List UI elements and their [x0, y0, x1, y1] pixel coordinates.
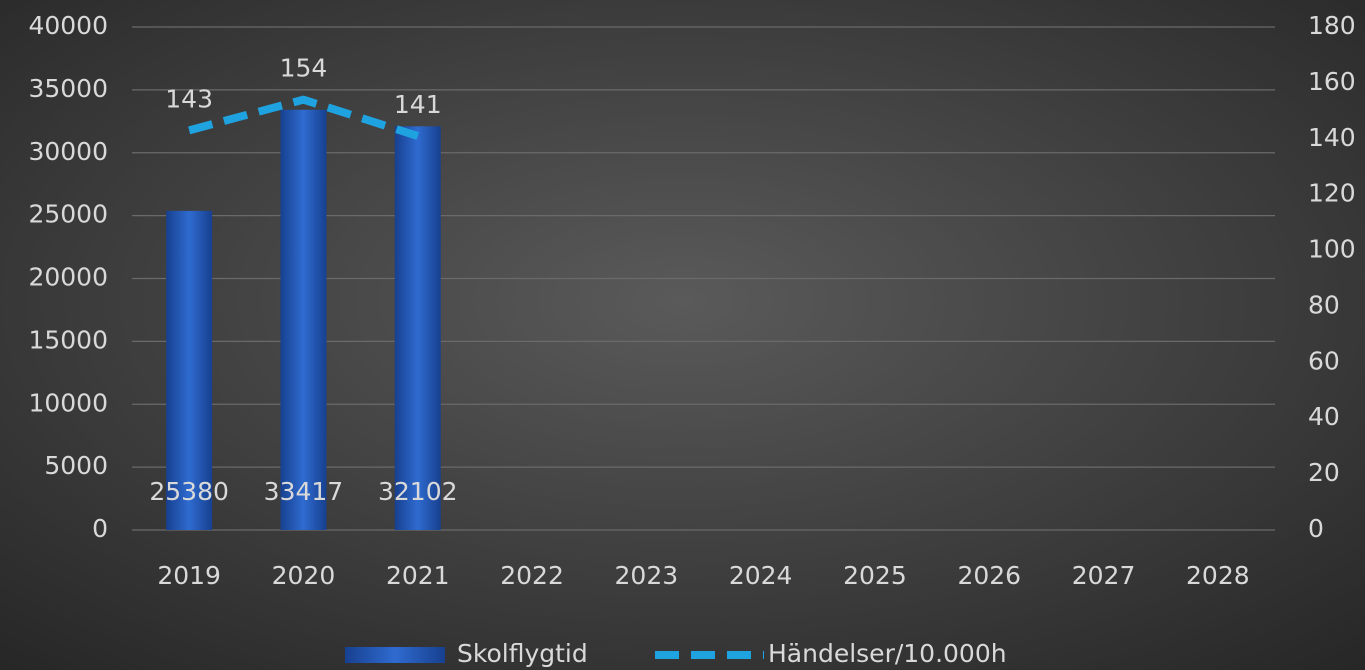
- legend-label: Händelser/10.000h: [768, 639, 1007, 668]
- bar: [280, 109, 327, 531]
- y2-tick-label: 60: [1308, 346, 1340, 375]
- y2-tick-label: 160: [1308, 67, 1356, 96]
- legend-label: Skolflygtid: [457, 639, 588, 668]
- x-tick-label: 2022: [500, 561, 564, 590]
- x-tick-label: 2024: [729, 561, 793, 590]
- y-tick-label: 35000: [28, 74, 108, 103]
- bar: [394, 126, 441, 530]
- y2-tick-label: 40: [1308, 402, 1340, 431]
- y-tick-label: 10000: [28, 388, 108, 417]
- y-tick-label: 30000: [28, 137, 108, 166]
- x-tick-label: 2020: [272, 561, 336, 590]
- y2-tick-label: 120: [1308, 179, 1356, 208]
- legend-swatch: [345, 647, 445, 663]
- x-tick-label: 2025: [843, 561, 907, 590]
- y-tick-label: 40000: [28, 11, 108, 40]
- y2-tick-label: 100: [1308, 235, 1356, 264]
- bar: [166, 210, 213, 530]
- x-tick-label: 2027: [1072, 561, 1136, 590]
- x-tick-label: 2026: [957, 561, 1021, 590]
- x-tick-label: 2019: [157, 561, 221, 590]
- y-tick-label: 20000: [28, 263, 108, 292]
- y-tick-label: 15000: [28, 325, 108, 354]
- data-label: 143: [165, 84, 213, 113]
- x-tick-label: 2021: [386, 561, 450, 590]
- line: [188, 95, 419, 140]
- data-label: 32102: [378, 477, 458, 506]
- y-tick-label: 25000: [28, 200, 108, 229]
- x-tick-label: 2028: [1186, 561, 1250, 590]
- x-tick-label: 2023: [615, 561, 679, 590]
- y2-tick-label: 180: [1308, 11, 1356, 40]
- y-tick-label: 0: [92, 514, 108, 543]
- y2-tick-label: 80: [1308, 290, 1340, 319]
- y2-tick-label: 0: [1308, 514, 1324, 543]
- y2-tick-label: 140: [1308, 123, 1356, 152]
- y2-tick-label: 20: [1308, 458, 1340, 487]
- data-label: 25380: [149, 477, 229, 506]
- y-tick-label: 5000: [44, 451, 108, 480]
- data-label: 154: [280, 54, 328, 83]
- data-label: 141: [394, 90, 442, 119]
- data-label: 33417: [264, 477, 344, 506]
